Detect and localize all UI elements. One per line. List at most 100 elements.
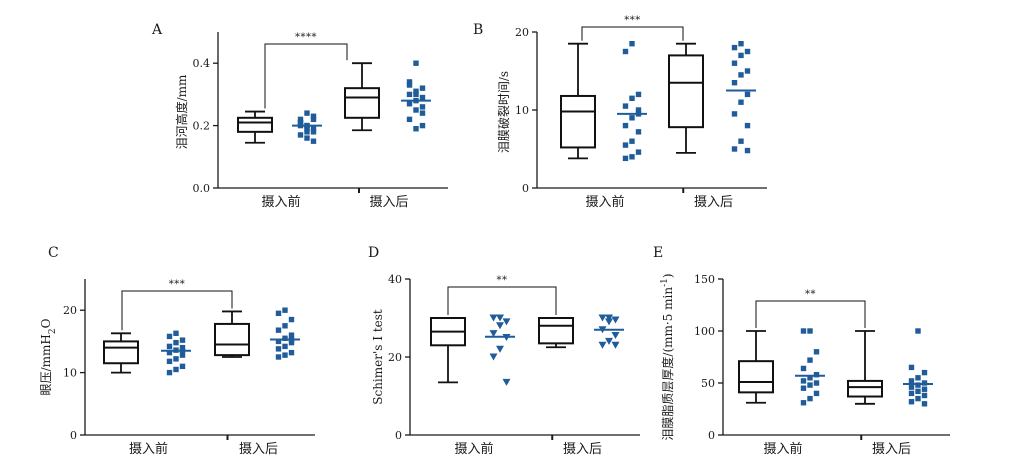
data-point xyxy=(813,390,820,397)
data-point xyxy=(731,44,738,51)
x-category-label: 摄入后 xyxy=(872,442,911,457)
data-point xyxy=(629,41,635,47)
data-point xyxy=(406,116,413,123)
data-point xyxy=(304,135,310,141)
data-point xyxy=(489,353,498,361)
data-point xyxy=(304,129,310,135)
x-category-label: 摄入前 xyxy=(129,441,168,457)
x-category-label: 摄入前 xyxy=(763,441,802,457)
data-point xyxy=(629,95,635,101)
data-point xyxy=(921,380,928,386)
data-point xyxy=(635,107,642,113)
data-point xyxy=(413,88,419,94)
data-point xyxy=(166,333,173,340)
data-point xyxy=(635,91,642,98)
data-point xyxy=(611,316,620,324)
data-point xyxy=(807,328,813,334)
y-axis-label: 眼压/mmH2O xyxy=(39,318,58,395)
data-point xyxy=(622,48,629,55)
data-point xyxy=(629,138,635,144)
data-point xyxy=(738,72,744,78)
data-point xyxy=(304,126,310,132)
data-point xyxy=(738,138,744,144)
data-point xyxy=(419,104,426,110)
data-point xyxy=(502,318,511,326)
data-point xyxy=(166,349,173,356)
data-point xyxy=(310,113,317,119)
data-point xyxy=(915,382,921,388)
data-point xyxy=(173,356,179,362)
significance-bracket xyxy=(121,290,233,331)
data-point xyxy=(179,337,186,343)
significance-label: ** xyxy=(497,275,508,286)
data-point xyxy=(179,352,186,358)
box xyxy=(560,94,596,149)
y-tick-label: 150 xyxy=(694,273,715,286)
box xyxy=(847,379,883,398)
y-tick-label: 10 xyxy=(515,104,529,117)
data-point xyxy=(173,366,179,373)
data-point xyxy=(921,401,928,407)
y-tick-label: 10 xyxy=(63,367,77,380)
data-point xyxy=(173,330,179,336)
data-point xyxy=(288,332,295,338)
data-point xyxy=(288,316,295,323)
data-point xyxy=(908,399,915,405)
data-point xyxy=(800,378,807,384)
data-point xyxy=(288,339,295,346)
data-point xyxy=(605,318,613,326)
significance-label: ** xyxy=(805,289,816,300)
y-tick-label: 100 xyxy=(694,325,715,338)
data-point xyxy=(605,314,613,322)
y-tick-label: 0.4 xyxy=(193,57,211,70)
data-point xyxy=(915,328,921,334)
data-point xyxy=(282,307,288,313)
y-axis-label: 泪河高度/mm xyxy=(174,74,189,149)
significance-bracket xyxy=(447,286,557,315)
data-point xyxy=(622,155,629,162)
significance-label: **** xyxy=(295,32,317,43)
significance-bracket xyxy=(581,26,684,41)
box xyxy=(738,360,774,394)
data-point xyxy=(813,380,820,386)
data-point xyxy=(915,388,921,395)
box xyxy=(214,322,250,357)
data-point xyxy=(807,357,813,363)
data-point xyxy=(496,345,504,353)
data-point xyxy=(275,327,282,333)
y-tick-label: 50 xyxy=(701,377,715,390)
data-point xyxy=(275,354,282,360)
x-category-label: 摄入前 xyxy=(454,441,493,457)
data-point xyxy=(800,328,807,334)
data-point xyxy=(282,343,288,350)
data-point xyxy=(731,60,738,66)
data-point xyxy=(635,149,642,155)
panel-a: A 0.0 0.2 0.4 泪河高度/mm 摄入前 摄入后 **** xyxy=(151,22,448,210)
y-tick-label: 0.2 xyxy=(193,120,211,133)
data-point xyxy=(807,375,813,381)
y-tick-label: 0.0 xyxy=(193,182,211,195)
data-point xyxy=(310,116,317,123)
data-point xyxy=(908,364,915,371)
data-point xyxy=(166,369,173,376)
y-tick-label: 20 xyxy=(63,304,77,317)
data-point xyxy=(598,341,607,349)
data-point xyxy=(921,386,928,392)
data-point xyxy=(419,85,426,91)
data-point xyxy=(406,101,413,107)
data-point xyxy=(605,337,613,345)
data-point xyxy=(629,154,635,160)
data-point xyxy=(611,341,620,349)
data-point xyxy=(915,375,921,381)
data-point xyxy=(738,99,744,105)
data-point xyxy=(744,48,751,55)
data-point xyxy=(310,129,317,135)
y-tick-label: 0 xyxy=(708,429,715,442)
data-point xyxy=(622,142,629,148)
y-axis-label: 泪膜破裂时间/s xyxy=(496,71,511,153)
data-point xyxy=(166,343,173,350)
data-point xyxy=(310,138,317,144)
y-tick-label: 0 xyxy=(70,429,77,442)
box xyxy=(103,340,139,365)
